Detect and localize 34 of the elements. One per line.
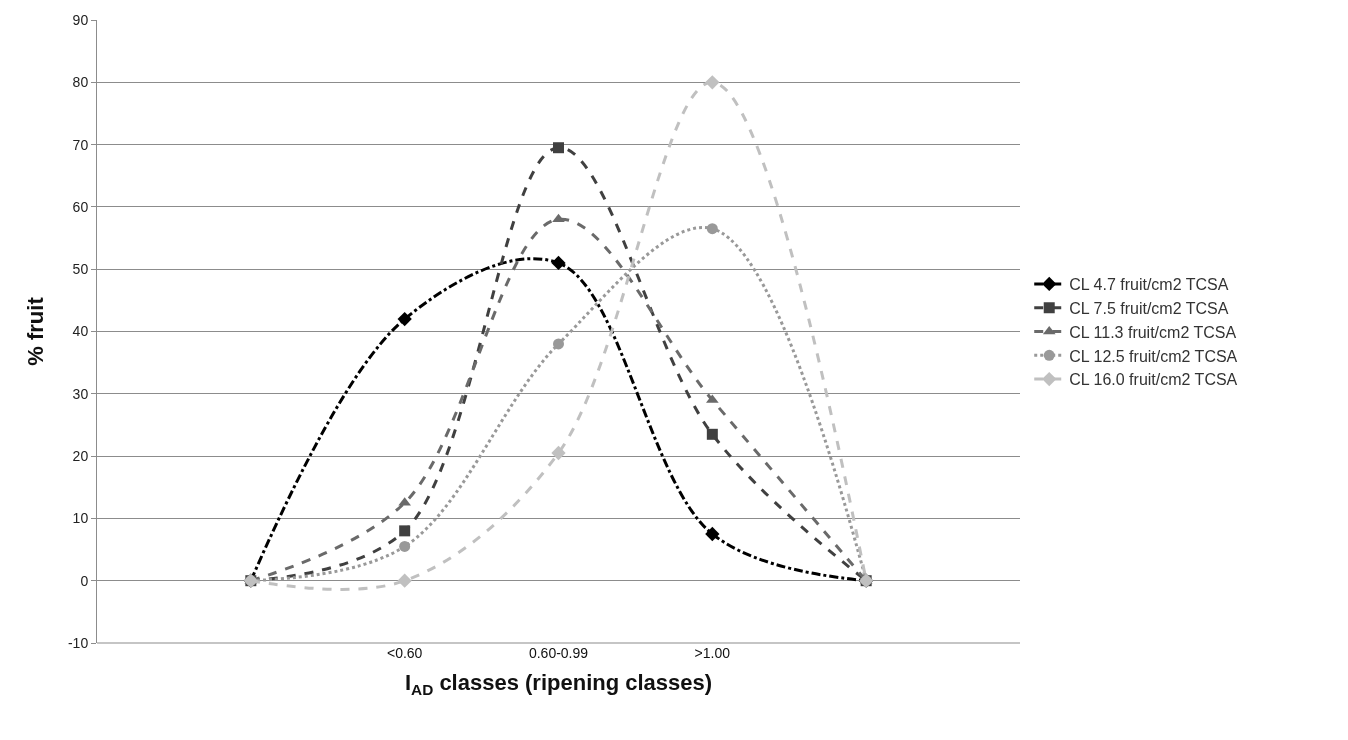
legend-label: CL 12.5 fruit/cm2 TCSA [1069,347,1238,365]
y-tick-label: 90 [72,11,89,28]
legend-label: CL 4.7 fruit/cm2 TCSA [1069,276,1229,294]
y-tick-label: 20 [72,448,89,464]
point [553,142,564,154]
y-tick-label: 10 [72,510,89,527]
point [551,255,566,271]
x-tick-label: <0.60 [386,645,423,661]
legend-label: CL 11.3 fruit/cm2 TCSA [1069,323,1237,341]
point [551,445,566,461]
y-tick-label: -10 [67,634,89,651]
y-tick-label: 70 [72,136,89,153]
point [706,223,718,235]
y-tick-label: 50 [72,261,89,278]
x-tick-label: >1.00 [694,645,731,661]
point [397,311,412,327]
y-tick-label: 40 [72,323,89,340]
y-tick-label: 80 [72,74,89,91]
x-tick-label: 0.60-0.99 [528,645,589,661]
point [399,525,411,537]
point [705,75,720,90]
legend-label: CL 7.5 fruit/cm2 TCSA [1069,299,1229,317]
point [399,540,411,552]
y-tick-label: 0 [80,572,89,589]
y-tick-label: 30 [72,385,89,402]
y-tick-label: 60 [72,198,89,215]
point [705,526,720,542]
legend-label: CL 16.0 fruit/cm2 TCSA [1069,371,1238,389]
x-axis-title: I$_{AD}$ classes (ripening classes) [404,669,713,698]
point [706,428,718,440]
point [552,213,565,223]
point [397,573,412,588]
y-axis-title: % fruit [23,296,48,366]
point [553,338,564,350]
